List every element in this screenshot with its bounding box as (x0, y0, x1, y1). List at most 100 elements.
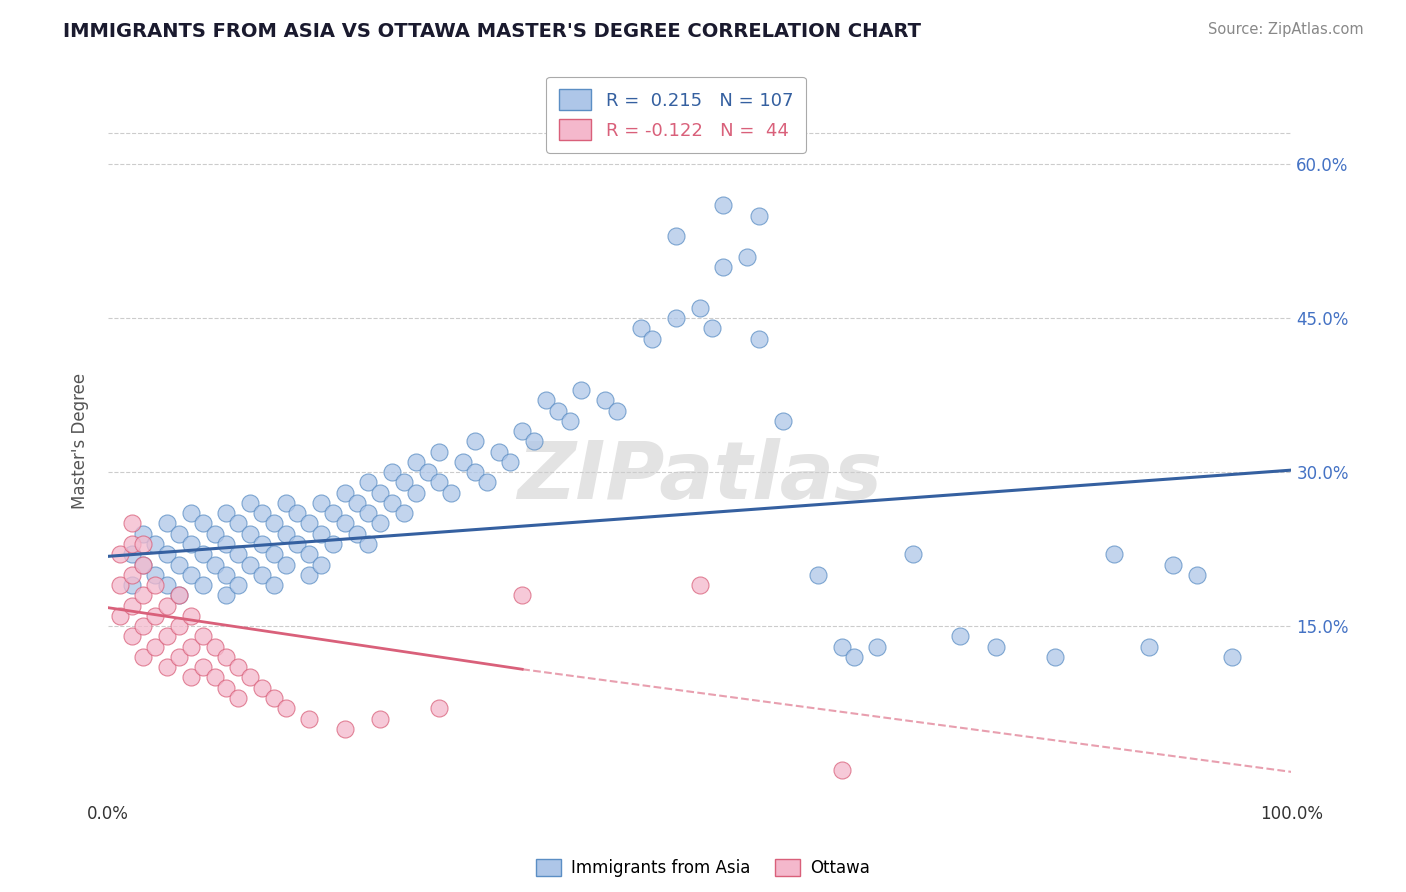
Legend: R =  0.215   N = 107, R = -0.122   N =  44: R = 0.215 N = 107, R = -0.122 N = 44 (546, 77, 806, 153)
Point (263, 578, 285, 592)
Point (239, 496, 262, 510)
Point (346, 526, 368, 541)
Point (121, 537, 143, 551)
Point (333, 485, 356, 500)
Point (167, 588, 190, 602)
Point (1102, 547, 1125, 561)
Point (143, 567, 166, 582)
Point (167, 649, 190, 664)
Point (901, 547, 924, 561)
Point (831, 640, 853, 654)
Point (156, 629, 179, 643)
Point (191, 660, 214, 674)
Point (180, 640, 202, 654)
Point (381, 496, 404, 510)
Point (132, 537, 155, 551)
Point (464, 465, 486, 479)
Point (191, 516, 214, 531)
Point (215, 588, 238, 602)
Point (322, 537, 344, 551)
Point (167, 619, 190, 633)
Point (250, 506, 273, 520)
Point (451, 455, 474, 469)
Text: Source: ZipAtlas.com: Source: ZipAtlas.com (1208, 22, 1364, 37)
Point (368, 485, 391, 500)
Point (274, 701, 297, 715)
Point (285, 537, 308, 551)
Point (298, 516, 321, 531)
Point (488, 444, 510, 458)
Point (427, 701, 450, 715)
Point (215, 681, 238, 695)
Point (534, 393, 557, 408)
Point (689, 301, 711, 315)
Point (392, 506, 415, 520)
Point (984, 640, 1007, 654)
Point (121, 629, 143, 643)
Point (180, 537, 202, 551)
Point (1220, 649, 1243, 664)
Point (368, 712, 391, 726)
Point (558, 414, 581, 428)
Point (464, 434, 486, 449)
Point (191, 547, 214, 561)
Point (121, 567, 143, 582)
Point (132, 649, 155, 664)
Point (121, 547, 143, 561)
Point (263, 547, 285, 561)
Point (226, 578, 249, 592)
Point (274, 526, 297, 541)
Point (831, 763, 853, 777)
Point (357, 537, 380, 551)
Point (143, 578, 166, 592)
Point (167, 526, 190, 541)
Point (606, 403, 628, 417)
Point (226, 660, 249, 674)
Y-axis label: Master's Degree: Master's Degree (72, 374, 89, 509)
Point (357, 475, 380, 490)
Point (180, 670, 202, 684)
Point (239, 526, 262, 541)
Point (143, 537, 166, 551)
Point (156, 599, 179, 613)
Point (427, 444, 450, 458)
Point (1161, 558, 1184, 572)
Point (226, 516, 249, 531)
Point (748, 332, 770, 346)
Point (108, 578, 131, 592)
Point (700, 321, 723, 335)
Point (250, 681, 273, 695)
Point (309, 558, 332, 572)
Point (346, 496, 368, 510)
Point (121, 516, 143, 531)
Point (132, 558, 155, 572)
Point (475, 475, 498, 490)
Point (180, 567, 202, 582)
Point (204, 526, 226, 541)
Point (121, 599, 143, 613)
Legend: Immigrants from Asia, Ottawa: Immigrants from Asia, Ottawa (529, 852, 877, 884)
Point (132, 619, 155, 633)
Point (180, 608, 202, 623)
Point (405, 485, 427, 500)
Point (1043, 649, 1066, 664)
Point (191, 578, 214, 592)
Point (108, 547, 131, 561)
Point (547, 403, 569, 417)
Point (333, 516, 356, 531)
Point (309, 526, 332, 541)
Point (215, 537, 238, 551)
Point (665, 311, 688, 326)
Point (215, 506, 238, 520)
Point (180, 506, 202, 520)
Point (641, 332, 664, 346)
Point (121, 578, 143, 592)
Point (1139, 640, 1161, 654)
Point (510, 588, 533, 602)
Point (132, 526, 155, 541)
Point (143, 608, 166, 623)
Point (263, 516, 285, 531)
Point (309, 496, 332, 510)
Point (807, 567, 830, 582)
Point (1185, 567, 1208, 582)
